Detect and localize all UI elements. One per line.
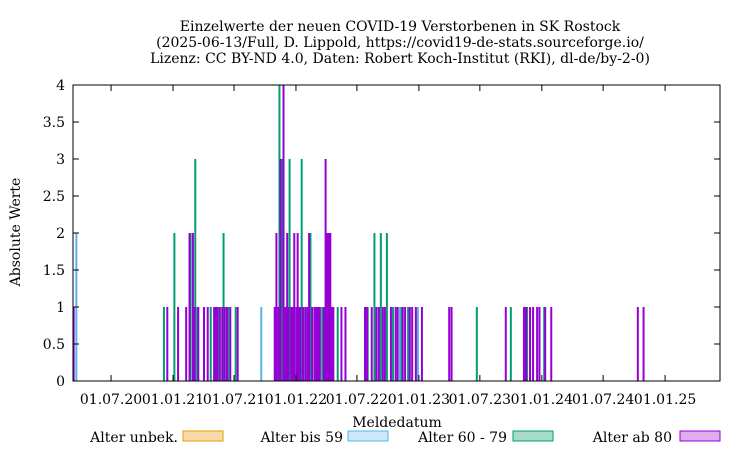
chart-title-line-2: (2025-06-13/Full, D. Lippold, https://co… [156,35,644,51]
x-tick-label-3: 01.01.22 [265,392,327,408]
legend-label-4: Alter ab 80 [592,430,672,446]
plot-frame [72,84,721,382]
legend-swatch-3 [512,430,554,442]
y-tick-label-1: 0.5 [43,337,65,353]
bar-marks [72,85,645,381]
x-tick-label-8: 01.07.24 [572,392,634,408]
chart-title-line-3: Lizenz: CC BY-ND 4.0, Daten: Robert Koch… [150,51,650,67]
y-tick-label-0: 0 [56,374,65,390]
x-tick-label-9: 01.01.25 [634,392,696,408]
legend-label-1: Alter unbek. [89,430,178,446]
x-tick-label-4: 01.07.22 [326,392,388,408]
legend: Alter unbek. Alter bis 59 Alter 60 - 79 Alt… [89,430,721,446]
legend-swatch-1 [182,430,224,442]
legend-swatch-4 [679,430,721,442]
y-tick-label-7: 3.5 [43,115,65,131]
chart-title-line-1: Einzelwerte der neuen COVID-19 Verstorbe… [180,19,621,35]
x-tick-label-1: 01.01.21 [142,392,204,408]
legend-swatch-2 [347,430,389,442]
y-tick-label-6: 3 [56,152,65,168]
y-tick-label-4: 2 [56,226,65,242]
x-tick-label-6: 01.07.23 [449,392,511,408]
x-tick-label-5: 01.01.23 [388,392,450,408]
y-axis-label: Absolute Werte [8,178,24,288]
y-tick-label-8: 4 [56,78,65,94]
legend-label-3: Alter 60 - 79 [417,430,507,446]
y-tick-label-5: 2.5 [43,189,65,205]
x-axis-label: Meldedatum [352,415,442,431]
x-tick-label-0: 01.07.20 [80,392,142,408]
y-tick-label-3: 1.5 [43,263,65,279]
legend-label-2: Alter bis 59 [259,430,343,446]
x-tick-label-7: 01.01.24 [511,392,573,408]
x-tick-label-2: 01.07.21 [203,392,265,408]
y-tick-label-2: 1 [56,300,65,316]
